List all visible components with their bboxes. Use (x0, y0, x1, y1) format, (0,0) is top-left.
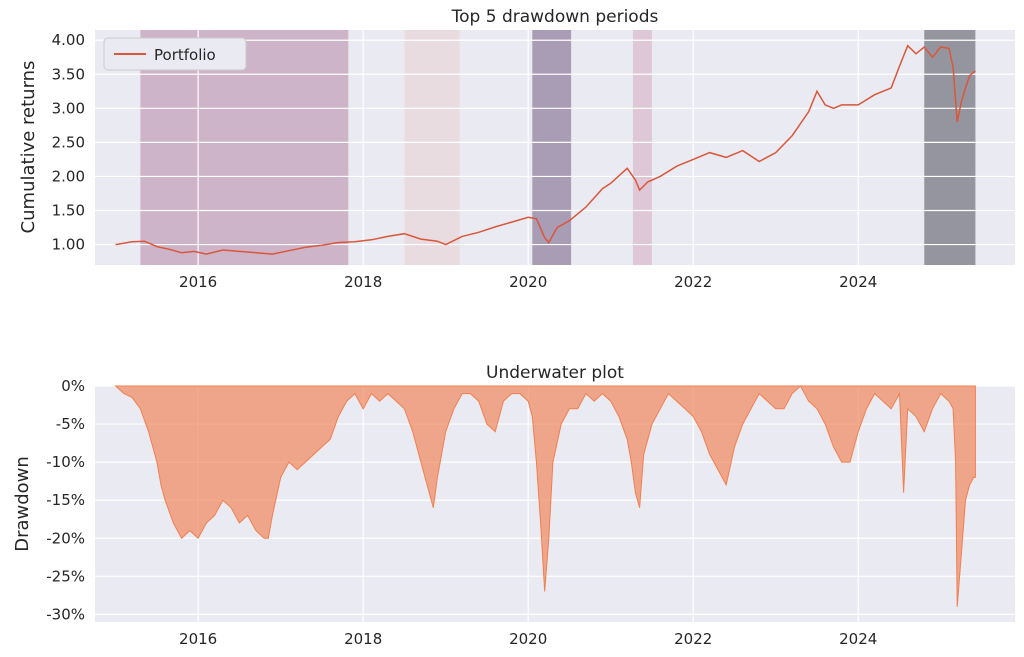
y-tick-label: -25% (46, 567, 85, 585)
x-tick-label: 2022 (674, 630, 712, 648)
x-tick-label: 2024 (839, 630, 877, 648)
portfolio-line (115, 44, 976, 255)
y-tick-label: 2.00 (52, 167, 85, 185)
x-tick-label: 2018 (344, 630, 382, 648)
x-tick-label: 2020 (509, 630, 547, 648)
cumulative-returns-panel: 2016 2018 2020 2022 2024 1.00 1.50 2.00 2.50 3.0… (18, 7, 1015, 291)
plot-area-background (95, 30, 1015, 265)
x-tick-label: 2020 (509, 273, 547, 291)
drawdown-band-2 (404, 30, 460, 265)
y-tick-label: -10% (46, 453, 85, 471)
drawdown-band-5 (924, 30, 976, 265)
y-tick-label: 0% (61, 377, 85, 395)
y-tick-label: 1.50 (52, 202, 85, 220)
y-tick-label: 4.00 (52, 31, 85, 49)
grid-lines (95, 30, 1015, 265)
x-tick-label: 2024 (839, 273, 877, 291)
x-tick-label: 2016 (179, 630, 217, 648)
legend-box (103, 37, 247, 71)
x-tick-label: 2016 (179, 273, 217, 291)
legend-label-portfolio: Portfolio (154, 46, 216, 64)
x-axis-ticks: 2016 2018 2020 2022 2024 (179, 273, 877, 291)
y-tick-label: -30% (46, 605, 85, 623)
y-axis-label: Cumulative returns (18, 61, 39, 234)
y-axis-ticks: 1.00 1.50 2.00 2.50 3.00 3.50 4.00 (52, 31, 85, 253)
y-tick-label: -15% (46, 491, 85, 509)
y-tick-label: 3.50 (52, 65, 85, 83)
y-axis-label: Drawdown (12, 456, 33, 552)
y-tick-label: -20% (46, 529, 85, 547)
chart-title: Top 5 drawdown periods (451, 7, 659, 27)
chart-title: Underwater plot (486, 363, 624, 383)
x-tick-label: 2018 (344, 273, 382, 291)
x-axis-ticks: 2016 2018 2020 2022 2024 (179, 630, 877, 648)
x-tick-label: 2022 (674, 273, 712, 291)
y-axis-ticks: 0% -5% -10% -15% -20% -25% -30% (46, 377, 85, 623)
drawdown-band-3 (532, 30, 572, 265)
y-tick-label: 2.50 (52, 133, 85, 151)
drawdown-band-4 (632, 30, 652, 265)
y-tick-label: 1.00 (52, 236, 85, 254)
drawdown-area (114, 385, 976, 607)
underwater-panel: 2016 2018 2020 2022 2024 0% -5% -10% -15% -20% -2… (12, 363, 1015, 648)
y-tick-label: -5% (56, 415, 85, 433)
y-tick-label: 3.00 (52, 99, 85, 117)
legend: Portfolio (103, 37, 247, 71)
